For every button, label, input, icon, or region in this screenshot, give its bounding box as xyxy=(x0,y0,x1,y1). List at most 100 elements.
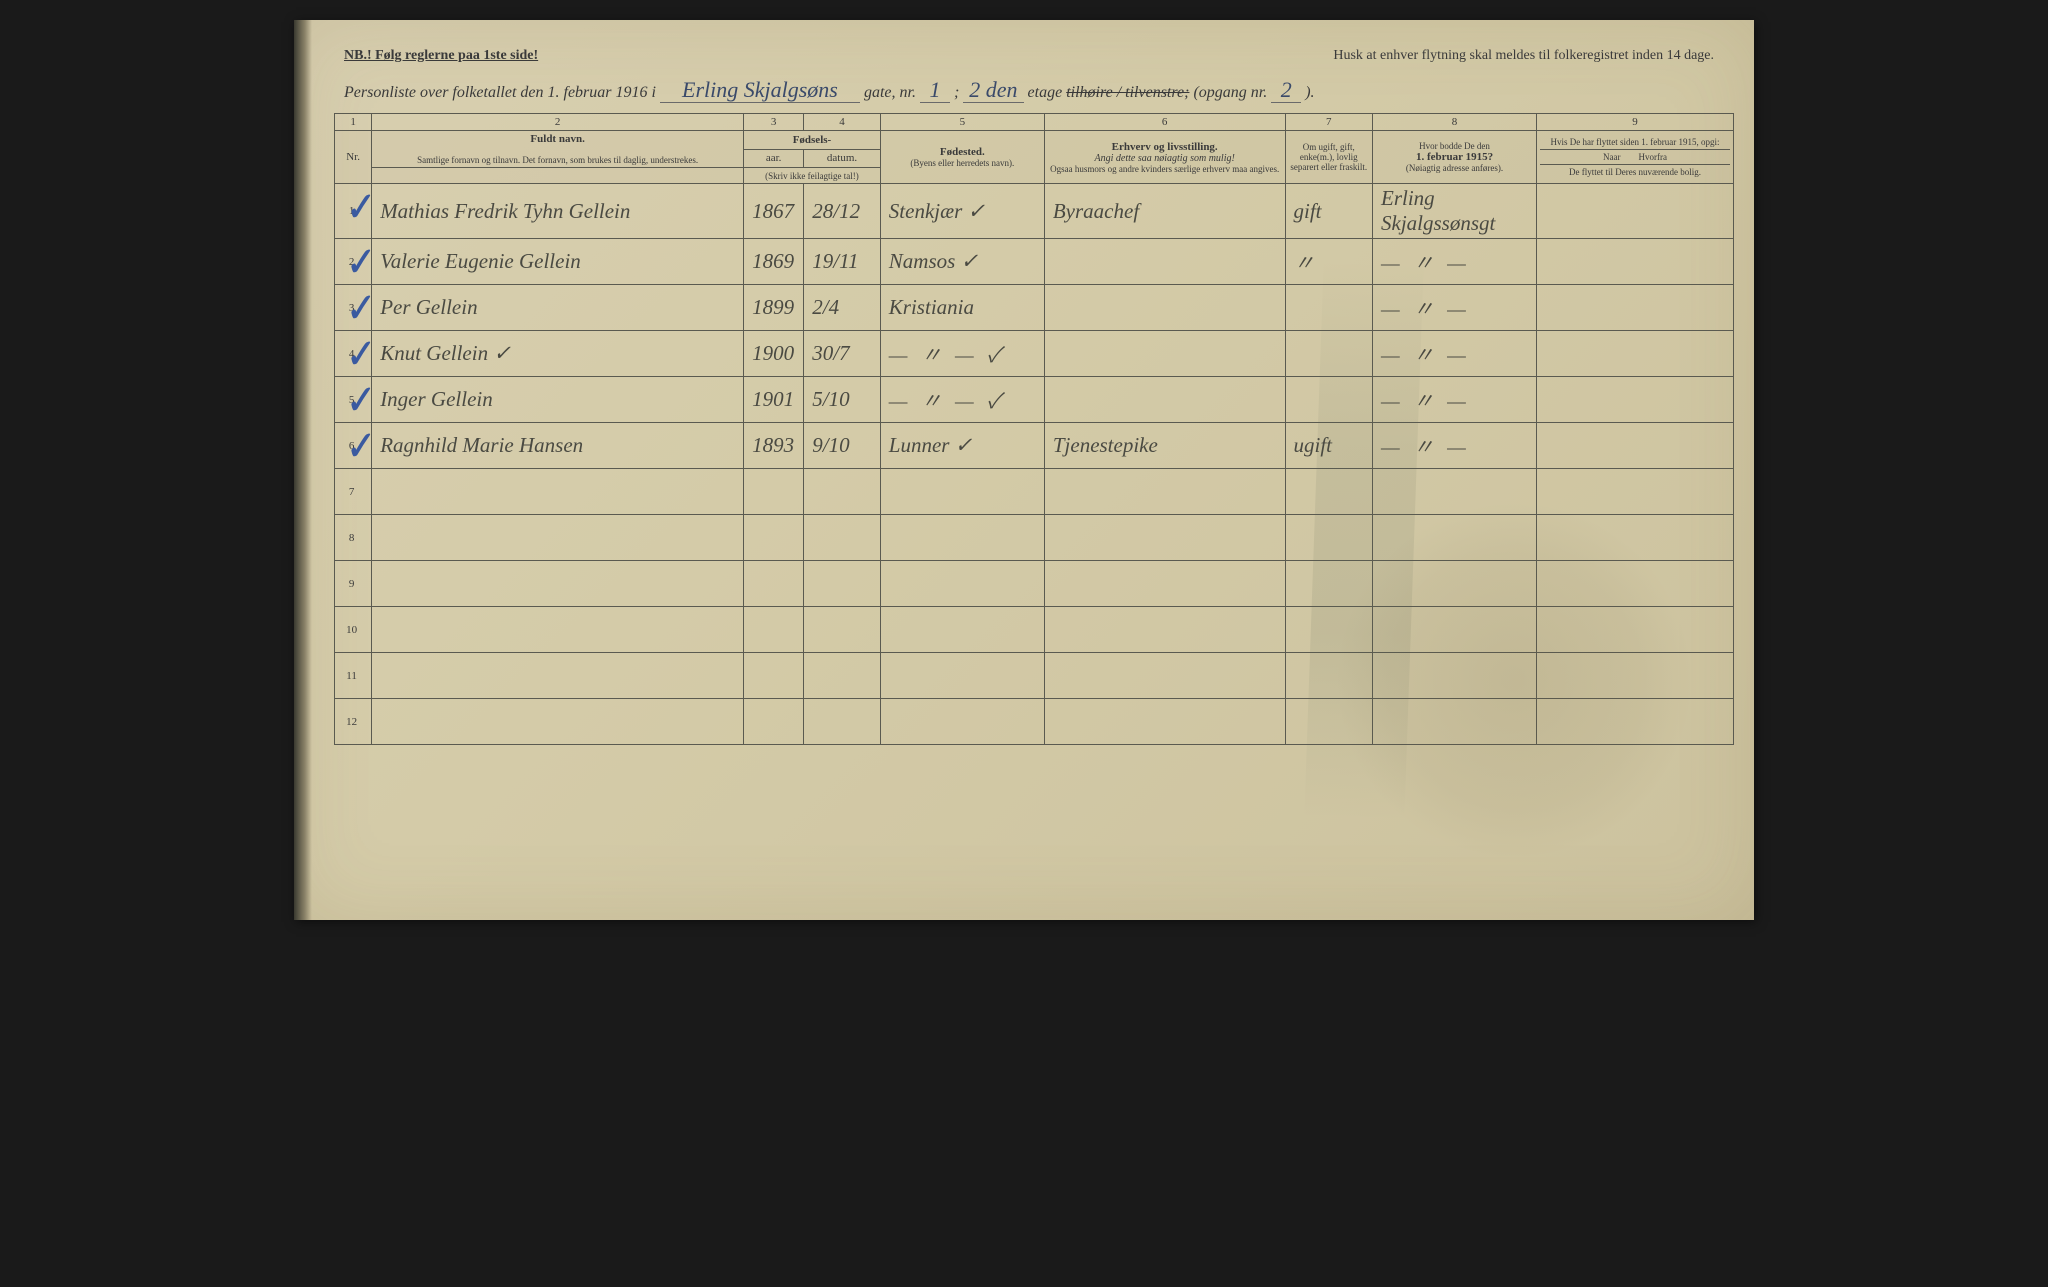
table-cell xyxy=(1044,607,1285,653)
hdr-birth-foot: (Skriv ikke feilagtige tal!) xyxy=(744,168,881,184)
table-cell xyxy=(1537,561,1734,607)
table-cell xyxy=(1537,607,1734,653)
table-cell xyxy=(1044,331,1285,377)
table-cell xyxy=(1537,653,1734,699)
table-cell xyxy=(1537,423,1734,469)
table-cell xyxy=(1373,515,1537,561)
table-cell xyxy=(1285,469,1373,515)
table-cell xyxy=(372,515,744,561)
census-page: NB.! Følg reglerne paa 1ste side! Husk a… xyxy=(294,20,1754,920)
title-line: Personliste over folketallet den 1. febr… xyxy=(334,78,1734,103)
table-cell: 30/7 xyxy=(804,331,881,377)
table-cell xyxy=(1373,469,1537,515)
field-floor: 2 den xyxy=(963,78,1023,103)
table-cell: Mathias Fredrik Tyhn Gellein✓ xyxy=(372,184,744,239)
table-cell: — 〃 — xyxy=(1373,377,1537,423)
table-cell xyxy=(880,561,1044,607)
table-cell xyxy=(804,469,881,515)
table-cell xyxy=(1285,377,1373,423)
table-cell: Knut Gellein ✓✓ xyxy=(372,331,744,377)
title-t5: (opgang nr. xyxy=(1193,84,1267,102)
table-cell: — 〃 — xyxy=(1373,331,1537,377)
table-row: 8 xyxy=(335,515,1734,561)
table-cell: 7 xyxy=(335,469,372,515)
table-cell: — 〃 — xyxy=(1373,239,1537,285)
hdr-bp-sub: (Byens eller herredets navn). xyxy=(884,158,1041,168)
table-cell: ugift xyxy=(1285,423,1373,469)
table-cell xyxy=(372,561,744,607)
table-row: 2Valerie Eugenie Gellein✓186919/11Namsos… xyxy=(335,239,1734,285)
table-cell xyxy=(744,515,804,561)
field-street: Erling Skjalgsøns xyxy=(660,78,860,103)
table-row: 3Per Gellein✓18992/4Kristiania— 〃 — xyxy=(335,285,1734,331)
table-cell: — 〃 — xyxy=(1373,423,1537,469)
table-cell xyxy=(744,469,804,515)
table-cell xyxy=(1044,699,1285,745)
table-cell xyxy=(1537,184,1734,239)
table-cell xyxy=(880,653,1044,699)
table-cell: 1869 xyxy=(744,239,804,285)
table-cell: Byraachef xyxy=(1044,184,1285,239)
table-cell xyxy=(1285,331,1373,377)
coln-7: 7 xyxy=(1285,114,1373,131)
title-prefix: Personliste over folketallet den 1. febr… xyxy=(344,84,656,102)
hdr-occ-sub1: Angi dette saa nøiagtig som mulig! xyxy=(1048,153,1282,164)
table-cell: — 〃 — ✓ xyxy=(880,331,1044,377)
hdr-occ-sub2: Ogsaa husmors og andre kvinders særlige … xyxy=(1048,164,1282,174)
title-t3: ; xyxy=(954,84,959,102)
hdr-prev-sub: (Nøiagtig adresse anføres). xyxy=(1376,163,1533,173)
table-cell xyxy=(1537,515,1734,561)
table-cell: 1901 xyxy=(744,377,804,423)
table-cell xyxy=(744,607,804,653)
coln-1: 1 xyxy=(335,114,372,131)
hdr-name-title: Fuldt navn. xyxy=(375,133,740,145)
table-cell xyxy=(880,607,1044,653)
coln-5: 5 xyxy=(880,114,1044,131)
table-cell: 1867 xyxy=(744,184,804,239)
table-cell xyxy=(372,653,744,699)
coln-2: 2 xyxy=(372,114,744,131)
coln-6: 6 xyxy=(1044,114,1285,131)
table-row: 12 xyxy=(335,699,1734,745)
table-cell: Per Gellein✓ xyxy=(372,285,744,331)
table-cell xyxy=(804,561,881,607)
hdr-nr: Nr. xyxy=(335,131,372,184)
table-row: 5Inger Gellein✓19015/10— 〃 — ✓— 〃 — xyxy=(335,377,1734,423)
table-row: 9 xyxy=(335,561,1734,607)
table-cell xyxy=(372,469,744,515)
table-cell xyxy=(804,515,881,561)
table-cell xyxy=(372,699,744,745)
hdr-bp-title: Fødested. xyxy=(884,146,1041,158)
table-cell xyxy=(1044,515,1285,561)
table-cell xyxy=(1373,561,1537,607)
table-cell: 5/10 xyxy=(804,377,881,423)
table-cell xyxy=(1285,607,1373,653)
table-cell xyxy=(744,653,804,699)
table-cell xyxy=(804,699,881,745)
title-strike: tilhøire / tilvenstre; xyxy=(1066,84,1189,102)
nb-notice: NB.! Følg reglerne paa 1ste side! xyxy=(344,48,538,64)
table-cell: 9/10 xyxy=(804,423,881,469)
table-row: 6Ragnhild Marie Hansen✓18939/10Lunner ✓T… xyxy=(335,423,1734,469)
table-row: 7 xyxy=(335,469,1734,515)
field-house-nr: 1 xyxy=(920,78,950,103)
table-cell xyxy=(1285,653,1373,699)
table-cell xyxy=(1373,607,1537,653)
table-cell: 2/4 xyxy=(804,285,881,331)
table-cell xyxy=(1044,239,1285,285)
title-t4: etage xyxy=(1028,84,1063,102)
table-cell xyxy=(804,653,881,699)
table-cell xyxy=(804,607,881,653)
hdr-moved-cols: Naar Hvorfra xyxy=(1540,149,1730,165)
table-cell: 11 xyxy=(335,653,372,699)
table-cell: Inger Gellein✓ xyxy=(372,377,744,423)
table-cell: Stenkjær ✓ xyxy=(880,184,1044,239)
table-cell: — 〃 — xyxy=(1373,285,1537,331)
table-cell xyxy=(1285,285,1373,331)
census-table: 1 2 3 4 5 6 7 8 9 Nr. Fuldt navn. Samtli… xyxy=(334,113,1734,745)
hdr-year: aar. xyxy=(744,149,804,168)
table-cell: 28/12 xyxy=(804,184,881,239)
table-cell xyxy=(744,699,804,745)
table-cell: Ragnhild Marie Hansen✓ xyxy=(372,423,744,469)
table-cell: Lunner ✓ xyxy=(880,423,1044,469)
